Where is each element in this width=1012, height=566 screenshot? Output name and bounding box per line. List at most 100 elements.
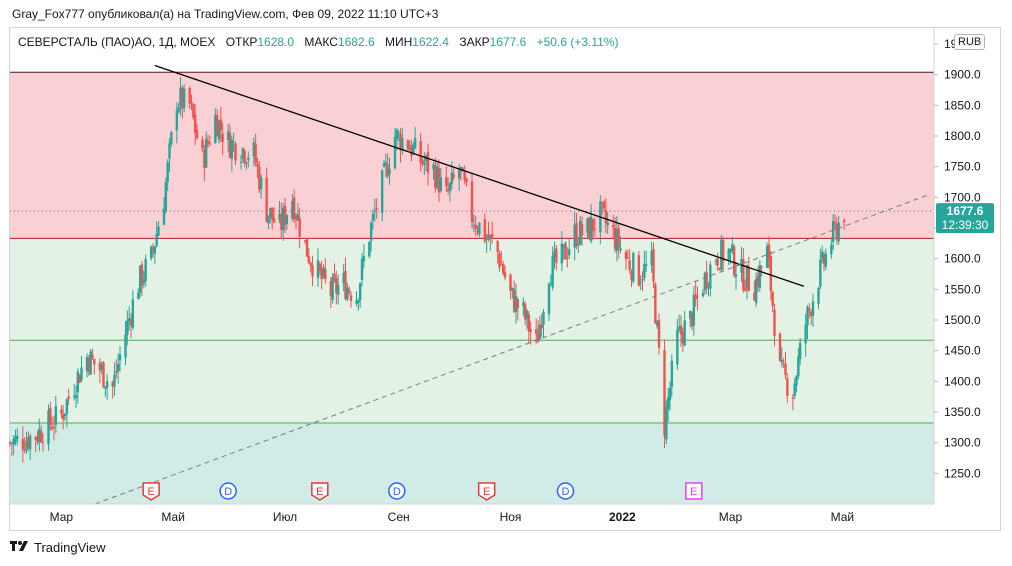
candle-body: [177, 106, 180, 112]
change-value: +50.6 (+3.11%): [536, 35, 619, 49]
candle-body: [368, 241, 371, 257]
candle-body: [270, 207, 274, 220]
candle-body: [632, 252, 635, 282]
candle-body: [89, 351, 92, 375]
candle-body: [195, 130, 199, 139]
earnings-shield: [142, 482, 160, 501]
candle-body: [696, 296, 699, 298]
candle-body: [439, 177, 443, 191]
candle-body: [322, 267, 325, 277]
candle-body: [830, 245, 833, 255]
candle-body: [98, 362, 102, 371]
candle-body: [637, 255, 641, 286]
candle-body: [373, 210, 377, 212]
candle-body: [67, 396, 70, 399]
candle-body: [254, 144, 257, 164]
candle-body: [137, 292, 140, 300]
candle-body: [342, 272, 345, 284]
candle-body: [355, 300, 358, 304]
earnings-marker-icon[interactable]: E: [477, 482, 496, 501]
candle-body: [410, 144, 413, 156]
footer: TradingView: [10, 540, 106, 555]
candle-body: [384, 162, 388, 166]
dividend-marker-icon[interactable]: D: [388, 482, 406, 500]
candle-body: [226, 131, 230, 140]
candle-body: [369, 222, 373, 241]
candle-body: [203, 149, 206, 169]
candle-body: [604, 210, 608, 224]
time-tick-label: Ноя: [500, 510, 522, 524]
candle-body: [360, 258, 364, 280]
candle-body: [820, 251, 824, 259]
price-tick-label: 1850.0: [944, 98, 981, 112]
ohlc-legend: СЕВЕРСТАЛЬ (ПАО)АО, 1Д, MOEX ОТКР1628.0 …: [18, 35, 618, 49]
currency-badge[interactable]: RUB: [954, 34, 986, 50]
candle-body: [767, 244, 771, 260]
candle-body: [153, 246, 157, 254]
candle-body: [666, 397, 670, 410]
candle-body: [63, 413, 67, 417]
candle-body: [676, 329, 679, 365]
candle-body: [663, 350, 666, 436]
brand-name[interactable]: TradingView: [34, 540, 106, 555]
price-tick-label: 1300.0: [944, 436, 981, 450]
resistance-trendline: [154, 64, 805, 287]
candle-body: [305, 237, 309, 257]
candle-body: [650, 251, 653, 266]
candle-body: [72, 395, 76, 397]
candle-body: [349, 295, 353, 301]
candle-body: [406, 140, 410, 149]
candle-body: [80, 367, 83, 381]
candle-body: [503, 272, 507, 278]
tradingview-logo-icon[interactable]: [10, 540, 30, 555]
candle-body: [281, 207, 285, 231]
candle-body: [716, 258, 719, 266]
candle-body: [773, 309, 776, 336]
earnings-box: [685, 482, 703, 500]
candle-body: [296, 214, 300, 221]
candle-body: [102, 362, 105, 388]
event-label: E: [483, 486, 490, 498]
candle-body: [93, 358, 96, 365]
close-label: ЗАКР: [459, 35, 490, 49]
candle-body: [562, 244, 565, 248]
candle-body: [694, 294, 697, 300]
time-tick-label: Июл: [273, 510, 297, 524]
candle-body: [91, 354, 94, 359]
candle-body: [459, 166, 463, 170]
candle-body: [426, 152, 430, 173]
time-tick-label: Май: [831, 510, 855, 524]
earnings-marker-icon[interactable]: E: [142, 482, 160, 501]
candle-body: [665, 406, 668, 440]
candle-body: [54, 405, 58, 425]
candle-body: [705, 272, 708, 289]
candle-body: [701, 292, 705, 297]
earnings-marker-icon[interactable]: E: [311, 482, 329, 501]
candle-body: [41, 442, 45, 444]
candle-body: [547, 284, 551, 315]
candlestick-series: [8, 77, 846, 463]
candle-body: [76, 371, 80, 393]
candle-body: [52, 426, 56, 428]
dividend-marker-icon[interactable]: D: [556, 482, 575, 500]
candle-body: [131, 299, 135, 328]
candle-body: [311, 265, 314, 277]
candle-body: [617, 228, 620, 248]
candle-body: [162, 208, 166, 225]
symbol-label[interactable]: СЕВЕРСТАЛЬ (ПАО)АО, 1Д, MOEX: [18, 35, 216, 49]
candle-body: [265, 177, 268, 222]
candle-body: [668, 387, 672, 401]
dividend-marker-icon[interactable]: D: [219, 482, 237, 500]
candle-body: [247, 157, 250, 161]
earnings-marker-icon[interactable]: E: [685, 482, 703, 500]
last-price-box: [936, 203, 994, 234]
candle-body: [395, 129, 399, 140]
candle-body: [588, 217, 591, 240]
candle-body: [344, 270, 347, 299]
price-zones: [10, 72, 934, 504]
candle-body: [483, 219, 487, 242]
candle-body: [564, 242, 567, 260]
candle-body: [731, 244, 734, 252]
price-tick-label: 1800.0: [944, 129, 981, 143]
